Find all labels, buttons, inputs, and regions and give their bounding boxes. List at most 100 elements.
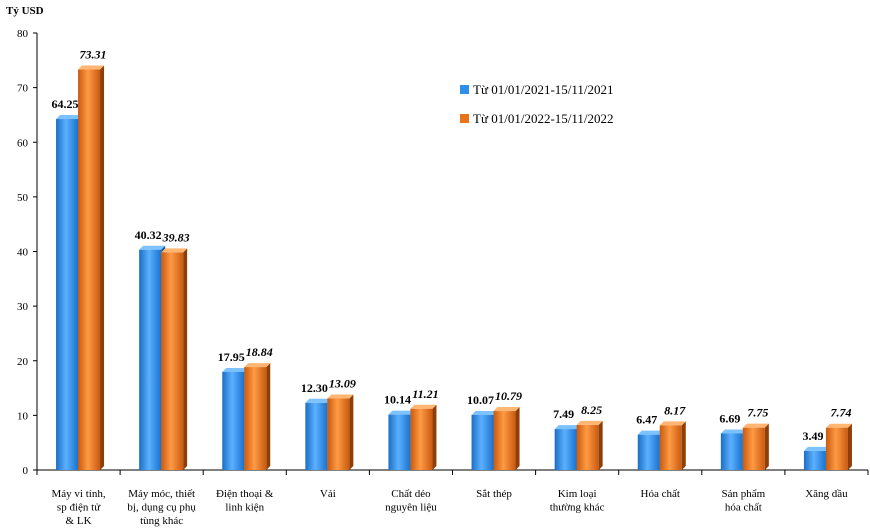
category-label: bị, dụng cụ phụ bbox=[127, 502, 196, 514]
bar-2021-top bbox=[222, 367, 249, 372]
legend-label-2022: Từ 01/01/2022-15/11/2022 bbox=[473, 111, 614, 126]
category-label: thường khác bbox=[550, 502, 605, 514]
bar-2022-top bbox=[244, 363, 271, 368]
bar-2021 bbox=[139, 249, 162, 470]
value-label-2021: 3.49 bbox=[802, 429, 823, 443]
bar-2022 bbox=[244, 367, 267, 470]
y-tick-label: 70 bbox=[17, 83, 29, 95]
bar-2022 bbox=[78, 69, 101, 470]
bar-2022 bbox=[742, 427, 765, 470]
bar-2022 bbox=[576, 424, 599, 470]
value-label-2022: 18.84 bbox=[246, 345, 273, 359]
bar-2022-top bbox=[410, 404, 437, 409]
category-label: & LK bbox=[66, 515, 92, 527]
bar-2021 bbox=[222, 371, 245, 470]
bar-2022-top bbox=[78, 65, 105, 70]
bar-2022-side bbox=[847, 423, 852, 470]
bar-2021 bbox=[56, 119, 79, 471]
bar-2022 bbox=[161, 252, 184, 470]
bar-2021-top bbox=[637, 430, 664, 435]
bar-2022-top bbox=[742, 423, 769, 428]
category-label: Máy móc, thiết bbox=[128, 488, 195, 500]
bar-2022-side bbox=[183, 248, 188, 470]
value-label-2021: 40.32 bbox=[135, 228, 162, 242]
bar-2021 bbox=[720, 433, 743, 470]
value-label-2021: 17.95 bbox=[218, 350, 245, 364]
bar-2021 bbox=[803, 450, 826, 470]
category-label: Xăng dầu bbox=[805, 488, 848, 500]
category-label: hóa chất bbox=[725, 502, 762, 514]
bar-2022 bbox=[659, 425, 682, 470]
value-label-2021: 10.07 bbox=[467, 393, 494, 407]
y-tick-label: 10 bbox=[17, 410, 29, 422]
bar-2021-top bbox=[720, 429, 747, 434]
value-label-2022: 11.21 bbox=[412, 387, 438, 401]
bar-2022-top bbox=[576, 420, 603, 425]
value-label-2022: 8.25 bbox=[581, 403, 602, 417]
bar-2021-top bbox=[388, 410, 415, 415]
category-label: tùng khác bbox=[140, 515, 183, 527]
y-axis-unit-label: Tỷ USD bbox=[6, 5, 44, 17]
value-label-2021: 10.14 bbox=[384, 393, 411, 407]
value-label-2021: 12.30 bbox=[301, 381, 328, 395]
value-label-2022: 8.17 bbox=[664, 403, 686, 417]
category-label: nguyên liệu bbox=[385, 502, 437, 514]
category-label: Chất dẻo bbox=[391, 488, 431, 500]
value-label-2021: 64.25 bbox=[52, 97, 79, 111]
y-tick-label: 30 bbox=[17, 301, 29, 313]
value-label-2022: 39.83 bbox=[162, 230, 190, 244]
bar-2021-top bbox=[554, 425, 581, 430]
category-label: sp điện tử bbox=[57, 502, 101, 514]
bar-2021 bbox=[471, 414, 494, 470]
bar-2021-top bbox=[305, 398, 332, 403]
bar-2022-top bbox=[825, 423, 852, 428]
legend-swatch-2022 bbox=[460, 114, 469, 123]
bar-2022-top bbox=[659, 421, 686, 426]
category-label: Máy vi tính, bbox=[52, 488, 106, 500]
bar-2022 bbox=[410, 408, 433, 470]
legend-label-2021: Từ 01/01/2021-15/11/2021 bbox=[473, 82, 614, 97]
category-labels: Máy vi tính, sp điện tử& LK Máy móc, thiết… bbox=[52, 488, 849, 527]
category-label: Vải bbox=[320, 488, 336, 500]
category-label: Sắt thép bbox=[476, 488, 512, 500]
y-tick-label: 40 bbox=[17, 247, 29, 259]
y-tick-label: 60 bbox=[17, 137, 29, 149]
y-tick-label: 20 bbox=[17, 356, 29, 368]
bar-2022-side bbox=[432, 404, 437, 470]
bar-2021 bbox=[388, 414, 411, 470]
bar-2022-top bbox=[161, 248, 188, 253]
category-label: Hóa chất bbox=[641, 488, 680, 500]
bar-2022 bbox=[825, 427, 848, 470]
category-label: Sản phẩm bbox=[721, 488, 765, 500]
legend-swatch-2021 bbox=[460, 85, 469, 94]
value-label-2022: 10.79 bbox=[495, 389, 522, 403]
value-label-2022: 13.09 bbox=[329, 376, 356, 390]
bar-2021 bbox=[554, 429, 577, 470]
legend: Từ 01/01/2021-15/11/2021 Từ 01/01/2022-15… bbox=[460, 82, 614, 126]
bar-2022-top bbox=[493, 407, 520, 412]
bar-2022-side bbox=[349, 394, 354, 470]
value-label-2021: 6.69 bbox=[719, 411, 740, 425]
bar-2022-top bbox=[327, 394, 354, 399]
category-label: Điện thoại & bbox=[216, 488, 274, 500]
bar-2021 bbox=[637, 434, 660, 470]
bar-2021 bbox=[305, 402, 328, 470]
bar-2022-side bbox=[266, 363, 271, 470]
bar-2022-side bbox=[100, 65, 105, 470]
value-label-2022: 7.75 bbox=[747, 406, 768, 420]
bar-2021-top bbox=[139, 245, 166, 250]
y-tick-label: 50 bbox=[17, 192, 29, 204]
bar-2022-side bbox=[681, 421, 686, 470]
bar-2022 bbox=[327, 398, 350, 470]
bar-2022 bbox=[493, 411, 516, 470]
value-label-2021: 6.47 bbox=[636, 413, 657, 427]
bars bbox=[56, 65, 852, 471]
value-label-2022: 7.74 bbox=[830, 406, 851, 420]
value-label-2022: 73.31 bbox=[80, 48, 107, 62]
bar-2022-side bbox=[515, 407, 520, 470]
value-label-2021: 7.49 bbox=[553, 407, 574, 421]
bar-2022-side bbox=[764, 423, 769, 470]
y-tick-label: 0 bbox=[23, 465, 29, 477]
category-label: Kim loại bbox=[558, 488, 597, 500]
